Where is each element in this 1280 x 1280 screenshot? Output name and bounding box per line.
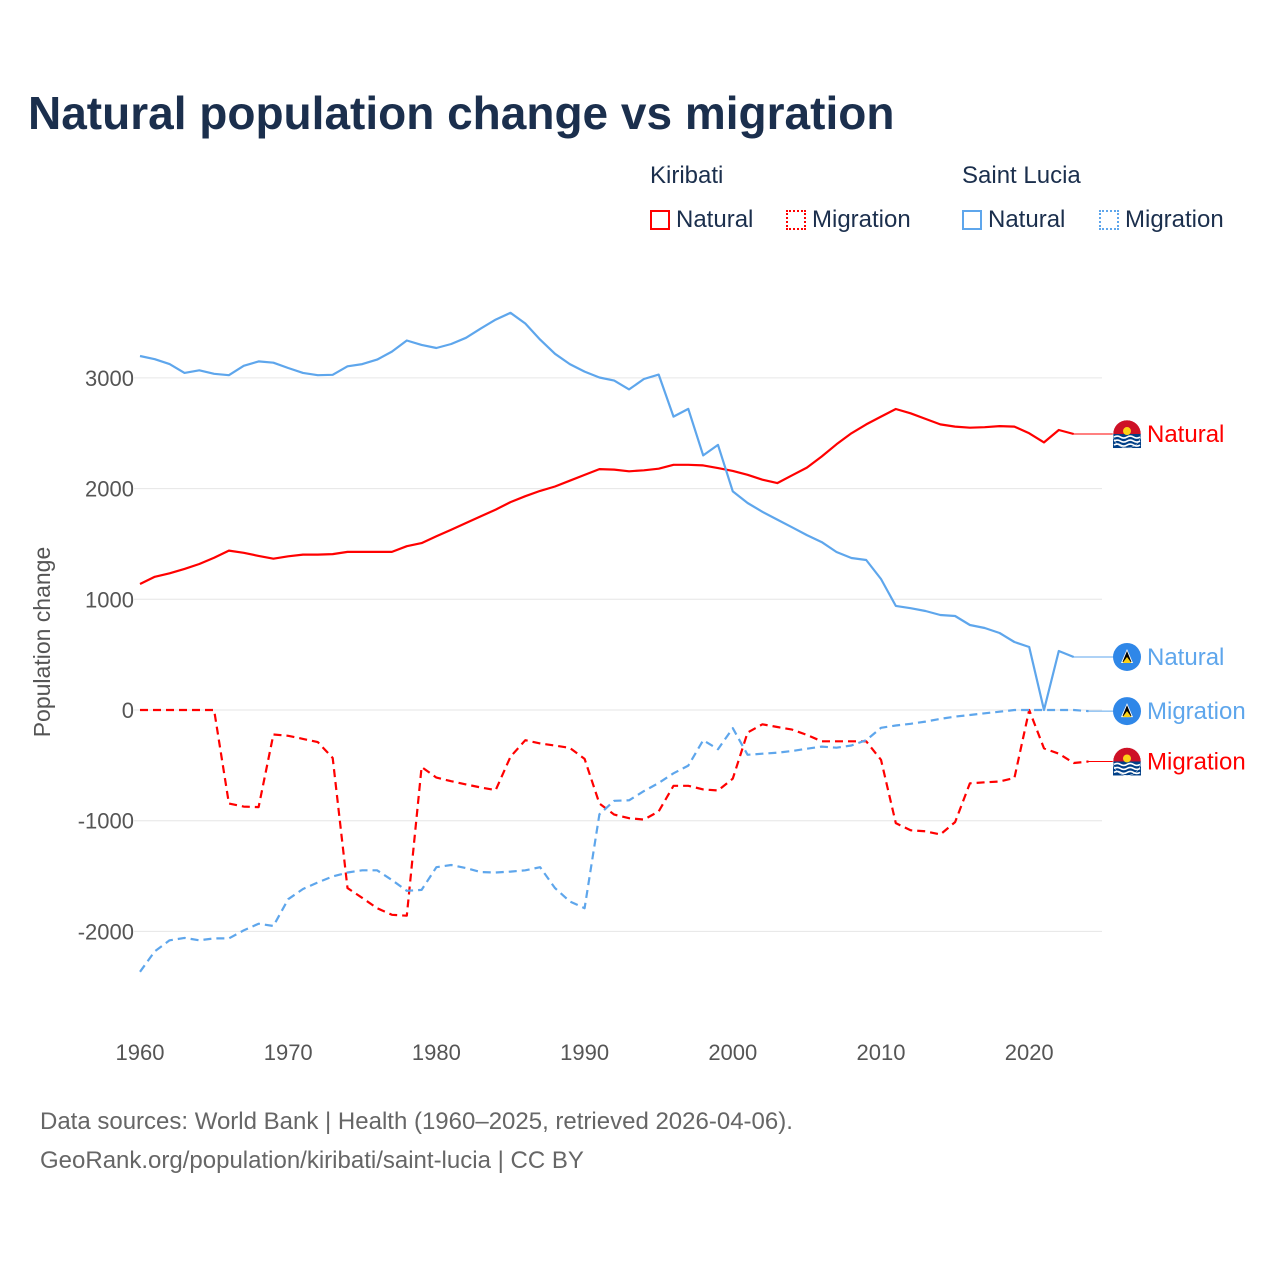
y-tick-label: 0 xyxy=(122,698,134,723)
y-tick-label: 2000 xyxy=(85,477,134,502)
x-axis-ticks: 1960 1970 1980 1990 2000 2010 2020 xyxy=(116,1040,1054,1065)
legend-label: Migration xyxy=(1125,206,1224,233)
flag-wave xyxy=(1113,439,1141,443)
chart-title: Natural population change vs migration xyxy=(28,87,895,139)
flag-rim xyxy=(1112,419,1142,449)
end-label-text: Natural xyxy=(1147,644,1224,671)
legend-label: Natural xyxy=(676,206,754,233)
saint-lucia-migration-line xyxy=(139,708,1089,973)
kiribati-natural-line xyxy=(139,407,1074,585)
legend-swatch-dotted-blue xyxy=(1099,210,1119,230)
end-label-text: Natural xyxy=(1147,421,1224,448)
y-tick-label: -1000 xyxy=(78,809,134,834)
flag-wave xyxy=(1113,770,1141,775)
legend-swatch-dotted-red xyxy=(786,210,806,230)
footer-sources: Data sources: World Bank | Health (1960–… xyxy=(40,1108,793,1135)
x-tick-label: 1960 xyxy=(116,1040,165,1065)
legend-group-kiribati: Kiribati xyxy=(650,162,723,190)
y-tick-label: -2000 xyxy=(78,919,134,944)
saint-lucia-natural-line xyxy=(139,311,1075,712)
x-tick-label: 1990 xyxy=(560,1040,609,1065)
saint-lucia-flag-icon xyxy=(1113,642,1141,671)
x-tick-label: 1980 xyxy=(412,1040,461,1065)
x-tick-label: 2000 xyxy=(708,1040,757,1065)
x-tick-label: 1970 xyxy=(264,1040,313,1065)
legend-label: Migration xyxy=(812,206,911,233)
flag-yellow-triangle xyxy=(1122,711,1132,718)
end-labels: Natural Migration Natural Migration xyxy=(1112,419,1246,776)
flag-black-triangle xyxy=(1122,705,1132,717)
flag-rim xyxy=(1112,747,1142,776)
legend-item-kiribati-migration[interactable]: Migration xyxy=(786,206,911,234)
flag-sun xyxy=(1123,754,1131,763)
end-label-text: Migration xyxy=(1147,698,1246,725)
gridlines xyxy=(134,377,1102,932)
flag-sun xyxy=(1123,427,1131,436)
flag-wave xyxy=(1113,443,1141,447)
legend-label: Natural xyxy=(988,206,1066,233)
end-label: Natural xyxy=(1113,642,1224,671)
legend-swatch-solid-red xyxy=(650,210,670,230)
series-lines xyxy=(139,311,1113,973)
legend-swatch-solid-blue xyxy=(962,210,982,230)
flag-wave xyxy=(1113,435,1141,439)
y-tick-label: 3000 xyxy=(85,366,134,391)
legend-item-kiribati-natural[interactable]: Natural xyxy=(650,206,753,234)
end-label: Migration xyxy=(1112,747,1246,776)
flag-wave xyxy=(1113,762,1141,767)
flag-wave xyxy=(1113,766,1141,771)
y-axis-ticks: 3000 2000 1000 0 -1000 -2000 xyxy=(78,366,134,945)
saint-lucia-flag-icon xyxy=(1113,697,1141,726)
kiribati-flag-icon xyxy=(1112,747,1142,776)
legend-item-saint-lucia-migration[interactable]: Migration xyxy=(1099,206,1224,234)
y-tick-label: 1000 xyxy=(85,587,134,612)
flag-yellow-triangle xyxy=(1122,656,1132,663)
end-label: Migration xyxy=(1113,697,1246,726)
x-tick-label: 2020 xyxy=(1005,1040,1054,1065)
legend-group-title: Saint Lucia xyxy=(962,162,1081,189)
end-label-text: Migration xyxy=(1147,748,1246,775)
legend-group-title: Kiribati xyxy=(650,162,724,189)
y-axis-label: Population change xyxy=(29,547,55,738)
end-label: Natural xyxy=(1112,419,1224,449)
legend-item-saint-lucia-natural[interactable]: Natural xyxy=(962,206,1065,234)
kiribati-migration-line xyxy=(140,708,1089,917)
flag-black-triangle xyxy=(1122,650,1132,662)
footer-link[interactable]: GeoRank.org/population/kiribati/saint-lu… xyxy=(40,1147,584,1174)
legend-group-saint-lucia: Saint Lucia xyxy=(962,162,1081,190)
x-tick-label: 2010 xyxy=(857,1040,906,1065)
kiribati-flag-icon xyxy=(1112,419,1142,449)
